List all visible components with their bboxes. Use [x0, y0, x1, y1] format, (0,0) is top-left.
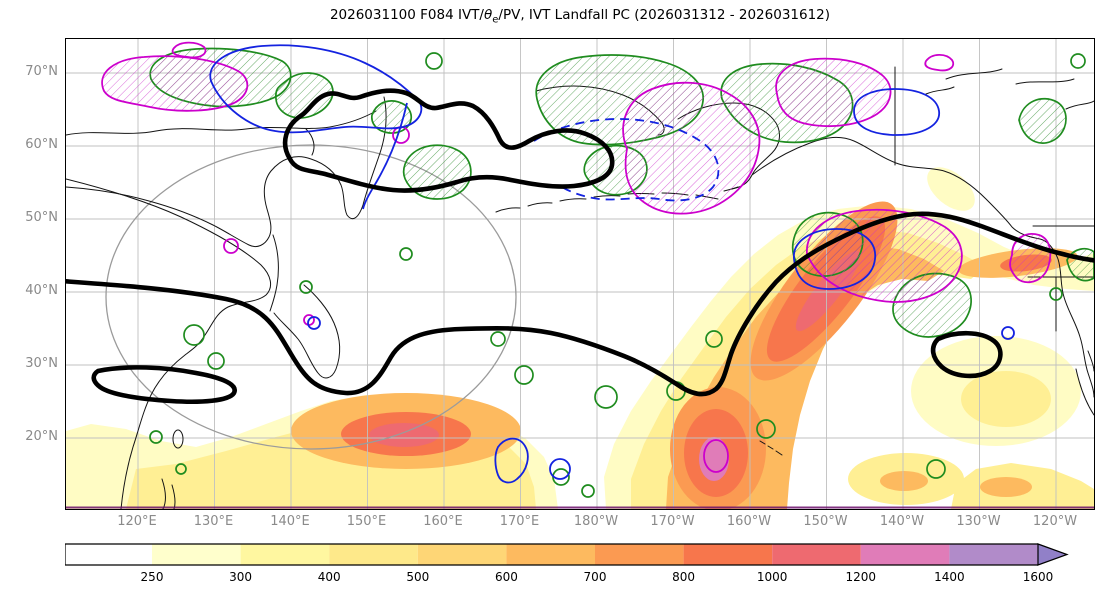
map-panel: [58, 38, 1102, 511]
x-tick-label: 170°E: [499, 514, 540, 529]
colorbar-tick-label: 1000: [756, 570, 788, 584]
great-circle-ring: [105, 144, 517, 450]
colorbar-tick-label: 300: [229, 570, 253, 584]
y-tick-label: 60°N: [25, 137, 58, 152]
colorbar-tick-label: 500: [406, 570, 430, 584]
colorbar-arrow-outline: [1037, 543, 1069, 566]
x-tick-label: 150°W: [803, 514, 848, 529]
colorbar-tick-label: 800: [672, 570, 696, 584]
y-tick-label: 50°N: [25, 210, 58, 225]
colorbar-outline: [65, 543, 1038, 566]
ivt-shading-layer: [66, 167, 1094, 511]
title-prefix: 2026031100 F084 IVT/: [329, 7, 484, 23]
y-tick-label: 20°N: [25, 429, 58, 444]
title-suffix: /PV, IVT Landfall PC (2026031312 - 20260…: [498, 7, 831, 23]
x-tick-label: 130°W: [956, 514, 1001, 529]
colorbar-tick-label: 1200: [845, 570, 877, 584]
colorbar-segments: [65, 544, 1067, 565]
x-tick-label: 120°W: [1032, 514, 1078, 529]
x-tick-label: 160°W: [726, 514, 772, 529]
blue-contours: [209, 44, 1015, 484]
x-tick-label: 140°W: [879, 514, 925, 529]
x-tick-label: 170°W: [650, 514, 695, 529]
chart-title: 2026031100 F084 IVT/θe/PV, IVT Landfall …: [65, 7, 1095, 26]
colorbar-tick-label: 600: [494, 570, 518, 584]
x-tick-label: 140°E: [270, 514, 310, 529]
x-tick-label: 180°W: [573, 514, 619, 529]
y-tick-label: 40°N: [25, 283, 58, 298]
colorbar: [65, 543, 1069, 566]
colorbar-tick-label: 1600: [1022, 570, 1054, 584]
y-tick-label: 30°N: [25, 356, 58, 371]
x-tick-label: 130°E: [193, 514, 234, 529]
colorbar-tick-label: 400: [317, 570, 341, 584]
x-tick-label: 120°E: [117, 514, 157, 529]
title-theta-sub: e: [492, 14, 499, 26]
y-tick-label: 70°N: [25, 64, 58, 79]
map-canvas: [58, 39, 1102, 511]
title-theta: θ: [483, 7, 493, 23]
colorbar-tick-label: 250: [140, 570, 164, 584]
colorbar-arrow: [1038, 544, 1067, 565]
x-tick-label: 150°E: [346, 514, 387, 529]
x-tick-label: 160°E: [423, 514, 463, 529]
colorbar-tick-label: 700: [583, 570, 607, 584]
pv-contour-thick: [58, 88, 1102, 405]
colorbar-tick-label: 1400: [934, 570, 965, 584]
